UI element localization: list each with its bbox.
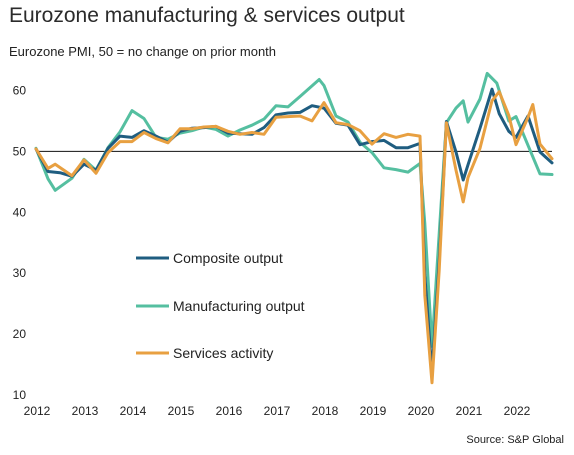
y-tick-label: 20 bbox=[13, 327, 27, 341]
x-tick-label: 2016 bbox=[216, 404, 243, 418]
y-tick-label: 60 bbox=[13, 83, 27, 97]
x-tick-label: 2015 bbox=[168, 404, 195, 418]
x-tick-label: 2021 bbox=[456, 404, 483, 418]
legend-label-manufacturing-output: Manufacturing output bbox=[173, 298, 305, 314]
chart-subtitle: Eurozone PMI, 50 = no change on prior mo… bbox=[9, 44, 277, 59]
x-tick-label: 2017 bbox=[264, 404, 291, 418]
x-axis-ticks: 2012 2013 2014 2015 2016 2017 2018 2019 2020 2021… bbox=[24, 404, 531, 418]
legend: Composite output Manufacturing output Serv… bbox=[136, 250, 305, 361]
source-note: Source: S&P Global bbox=[466, 434, 564, 446]
legend-label-composite-output: Composite output bbox=[173, 250, 283, 266]
x-tick-label: 2020 bbox=[408, 404, 435, 418]
series-lines bbox=[34, 71, 554, 385]
y-tick-label: 10 bbox=[13, 388, 27, 402]
legend-label-services-activity: Services activity bbox=[173, 345, 273, 361]
x-tick-label: 2014 bbox=[120, 404, 147, 418]
x-tick-label: 2018 bbox=[312, 404, 339, 418]
series-line-composite-output bbox=[34, 87, 554, 375]
chart-title: Eurozone manufacturing & services output bbox=[9, 4, 405, 27]
x-tick-label: 2019 bbox=[360, 404, 387, 418]
series-line-manufacturing-output bbox=[34, 71, 554, 348]
series-line-services-activity bbox=[34, 90, 554, 385]
y-tick-label: 50 bbox=[13, 144, 27, 158]
y-tick-label: 30 bbox=[13, 266, 27, 280]
x-tick-label: 2012 bbox=[24, 404, 51, 418]
x-tick-label: 2013 bbox=[72, 404, 99, 418]
y-tick-label: 40 bbox=[13, 205, 27, 219]
y-axis-ticks: 10 20 30 40 50 60 bbox=[13, 83, 27, 402]
x-tick-label: 2022 bbox=[504, 404, 531, 418]
